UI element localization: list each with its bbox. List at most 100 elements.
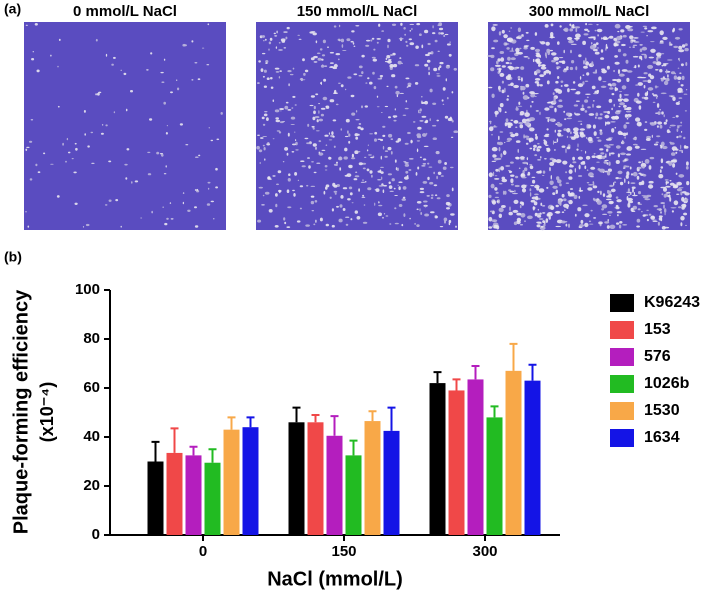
plaque bbox=[335, 103, 339, 106]
plaque bbox=[637, 208, 641, 211]
plaque bbox=[536, 61, 542, 65]
plaque bbox=[536, 170, 542, 174]
plaque bbox=[536, 224, 541, 228]
plaque bbox=[588, 23, 593, 25]
plaque bbox=[624, 178, 626, 184]
plaque bbox=[557, 121, 560, 124]
plaque bbox=[602, 193, 606, 197]
plaque bbox=[274, 35, 278, 37]
plaque bbox=[627, 197, 633, 202]
plaque bbox=[557, 132, 562, 137]
plaque bbox=[610, 85, 612, 87]
plaque bbox=[624, 136, 626, 139]
plaque bbox=[599, 131, 603, 136]
plaque bbox=[416, 201, 422, 204]
plaque bbox=[564, 84, 569, 87]
plaque bbox=[633, 41, 640, 43]
plaque bbox=[523, 56, 529, 58]
plaque bbox=[391, 178, 395, 182]
plaque bbox=[262, 136, 268, 137]
plaque bbox=[325, 186, 328, 190]
plaque bbox=[488, 120, 492, 123]
plaque bbox=[315, 146, 317, 150]
plaque bbox=[630, 192, 632, 196]
plaque bbox=[147, 173, 152, 176]
plaque bbox=[607, 218, 609, 222]
plaque bbox=[557, 123, 563, 127]
plaque bbox=[308, 165, 311, 169]
plaque bbox=[258, 186, 263, 189]
plaque bbox=[578, 195, 581, 199]
plaque bbox=[686, 161, 689, 166]
plaque bbox=[364, 105, 368, 108]
plaque bbox=[662, 36, 668, 41]
plaque bbox=[618, 105, 621, 108]
plaque bbox=[160, 71, 164, 74]
plaque bbox=[449, 116, 452, 121]
plaque bbox=[275, 71, 280, 73]
plaque bbox=[325, 223, 329, 227]
plaque bbox=[407, 85, 412, 87]
plaque bbox=[323, 78, 327, 82]
plaque bbox=[328, 132, 330, 135]
plaque bbox=[597, 34, 599, 37]
plaque bbox=[488, 126, 494, 132]
plaque bbox=[374, 202, 376, 206]
plaque bbox=[618, 177, 622, 180]
plaque bbox=[527, 215, 533, 220]
plaque bbox=[369, 81, 373, 85]
error-bar bbox=[246, 416, 255, 428]
plaque bbox=[686, 181, 690, 186]
plaque bbox=[632, 205, 637, 210]
plaque bbox=[275, 193, 278, 197]
plaque bbox=[196, 190, 200, 193]
plaque bbox=[451, 187, 454, 192]
plaque bbox=[565, 223, 568, 227]
plaque bbox=[268, 48, 270, 51]
plaque bbox=[614, 86, 617, 92]
plaque bbox=[547, 101, 553, 104]
plaque bbox=[559, 25, 562, 28]
plaque bbox=[598, 221, 603, 225]
plaque bbox=[324, 134, 329, 137]
plaque bbox=[276, 30, 278, 34]
plaque bbox=[358, 123, 362, 125]
plaque bbox=[333, 190, 338, 193]
plaque bbox=[530, 93, 536, 98]
plaque bbox=[555, 204, 559, 208]
plaque bbox=[644, 159, 650, 164]
plaque bbox=[617, 153, 621, 158]
plaque bbox=[586, 72, 590, 76]
plaque bbox=[652, 101, 656, 103]
plaque bbox=[548, 71, 552, 75]
plaque bbox=[161, 153, 164, 157]
plaque bbox=[681, 130, 683, 133]
plaque bbox=[25, 24, 28, 26]
plaque bbox=[289, 73, 294, 76]
plaque bbox=[565, 182, 570, 184]
plaque bbox=[608, 98, 613, 103]
plaque bbox=[345, 223, 349, 226]
plaque bbox=[257, 219, 262, 223]
plaque bbox=[355, 25, 360, 27]
plaque bbox=[74, 142, 77, 145]
plaque bbox=[597, 139, 602, 142]
plaque bbox=[297, 179, 300, 182]
plaque bbox=[575, 27, 578, 33]
plaque bbox=[593, 217, 597, 219]
plaque bbox=[373, 86, 377, 90]
plaque bbox=[491, 133, 493, 136]
plaque bbox=[626, 132, 628, 136]
plaque bbox=[684, 145, 689, 149]
plaque bbox=[384, 155, 388, 158]
plaque bbox=[529, 127, 535, 132]
plaque bbox=[162, 206, 164, 208]
plaque bbox=[534, 184, 540, 189]
plaque bbox=[521, 118, 527, 124]
plaque bbox=[403, 213, 406, 218]
plaque bbox=[499, 51, 505, 54]
plaque bbox=[642, 25, 648, 27]
plaque bbox=[644, 128, 648, 131]
plaque bbox=[658, 215, 663, 218]
plaque bbox=[599, 168, 605, 173]
